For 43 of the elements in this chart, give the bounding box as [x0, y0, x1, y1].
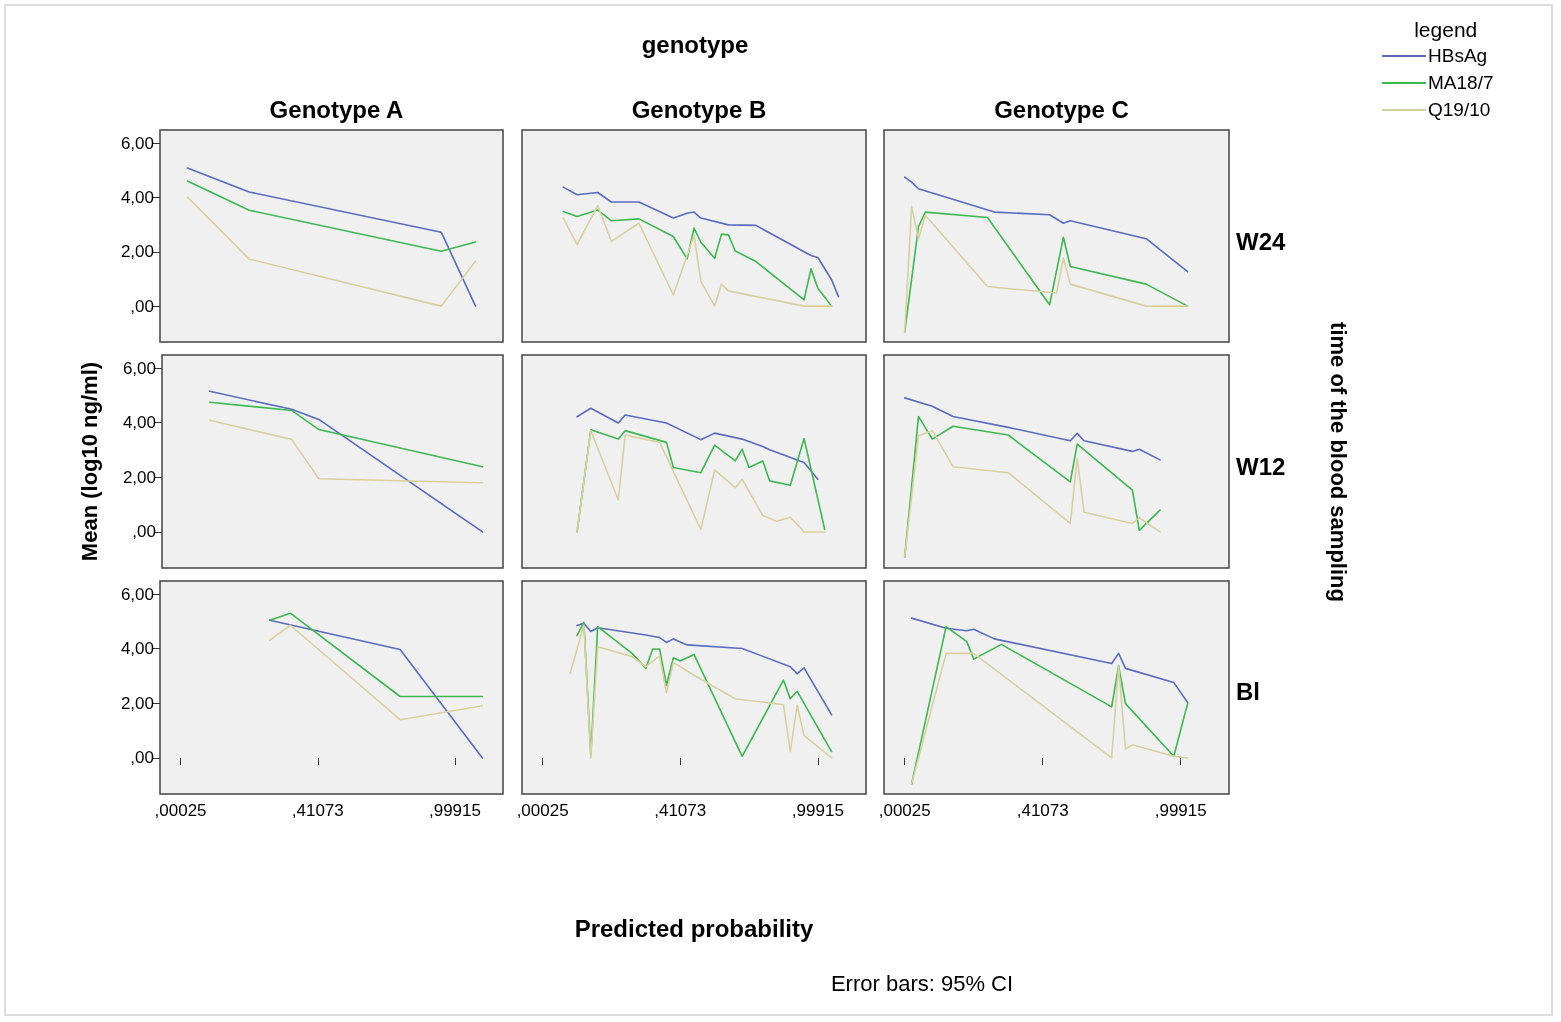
x-tick-label: ,00025 — [516, 801, 569, 820]
y-tick-label: 4,00 — [120, 187, 154, 207]
text: W24 — [1236, 228, 1286, 256]
y-tick-label: 2,00 — [120, 242, 154, 262]
legend-label: MA18/7 — [1428, 71, 1494, 94]
text: Bl — [1236, 678, 1260, 706]
text: W12 — [1236, 453, 1286, 481]
line-series — [208, 390, 484, 533]
y-tick-label: 6,00 — [120, 133, 154, 153]
line-series — [268, 624, 484, 721]
y-tick-label: 6,00 — [120, 584, 154, 604]
y-tick-label: 2,00 — [120, 693, 154, 713]
chart-title: Genotype C — [994, 95, 1129, 123]
y-tick-label: ,00 — [130, 296, 154, 316]
text: time of the blood sampling — [1325, 322, 1351, 602]
y-tick-label: ,00 — [130, 748, 154, 768]
line-series — [186, 167, 477, 307]
x-tick-label: ,99915 — [1154, 801, 1207, 820]
y-tick-label: 2,00 — [122, 467, 156, 487]
legend-label: HBsAg — [1428, 44, 1488, 67]
x-tick-label: ,41073 — [1016, 801, 1069, 820]
line-series — [186, 180, 477, 253]
x-tick-label: ,99915 — [428, 801, 481, 820]
y-tick-label: 4,00 — [120, 639, 154, 659]
y-axis-title: Mean (log10 ng/ml) — [76, 361, 102, 562]
x-axis-title: Predicted probability — [574, 914, 814, 942]
x-tick-label: ,00025 — [878, 801, 931, 820]
x-tick-label: ,41073 — [291, 801, 344, 820]
legend-label: Q19/10 — [1428, 98, 1491, 121]
line-series — [208, 419, 484, 484]
x-tick-label: ,00025 — [154, 801, 207, 820]
chart-title: Genotype B — [631, 95, 767, 123]
chart-title: Genotype A — [269, 95, 404, 123]
text: genotype — [641, 31, 749, 59]
text: Error bars: 95% CI — [830, 971, 1014, 997]
y-tick-label: 4,00 — [122, 413, 156, 433]
y-tick-label: ,00 — [132, 522, 156, 542]
y-tick-label: 6,00 — [122, 358, 156, 378]
legend-title: legend — [1413, 18, 1479, 42]
line-series — [186, 196, 477, 307]
x-tick-label: ,41073 — [654, 801, 707, 820]
line-series — [208, 401, 484, 468]
x-tick-label: ,99915 — [791, 801, 844, 820]
